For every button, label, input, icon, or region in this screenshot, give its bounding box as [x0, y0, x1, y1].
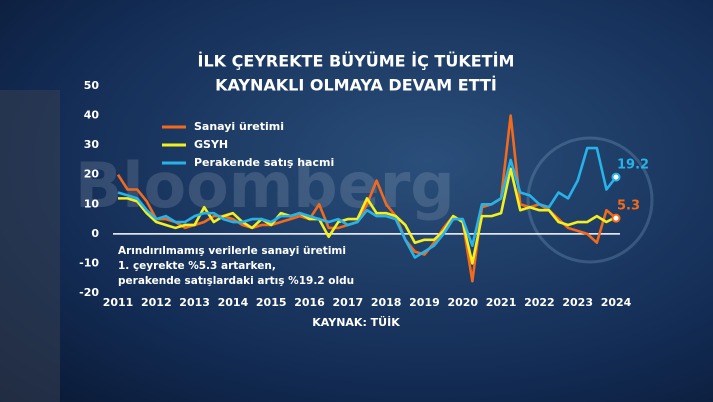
end-value-label: 5.3 — [617, 199, 640, 214]
x-tick-label: 2012 — [141, 296, 172, 309]
background-shape — [0, 90, 60, 402]
y-tick-label: 50 — [84, 79, 100, 92]
end-value-label: 19.2 — [617, 158, 649, 173]
x-tick-label: 2015 — [256, 296, 287, 309]
y-tick-label: 10 — [84, 197, 100, 210]
x-tick-label: 2011 — [103, 296, 134, 309]
x-tick-label: 2021 — [486, 296, 517, 309]
x-tick-label: 2018 — [371, 296, 402, 309]
source: KAYNAK: TÜİK — [312, 315, 400, 329]
y-tick-label: 20 — [84, 168, 100, 181]
legend-label: Perakende satış hacmi — [194, 156, 334, 169]
y-tick-label: 0 — [91, 227, 99, 240]
end-marker — [611, 213, 621, 223]
annotation: 1. çeyrekte %5.3 artarken, — [118, 260, 276, 272]
series-line — [117, 146, 618, 259]
x-tick-label: 2013 — [179, 296, 210, 309]
y-tick-label: 30 — [84, 138, 100, 151]
y-tick-label: -10 — [79, 256, 99, 269]
x-tick-label: 2014 — [218, 296, 249, 309]
x-tick-label: 2016 — [294, 296, 325, 309]
background-ring — [526, 136, 654, 264]
chart-title: KAYNAKLI OLMAYA DEVAM ETTİ — [215, 76, 497, 95]
series-line — [116, 114, 617, 283]
legend-label: GSYH — [194, 138, 228, 151]
annotation: perakende satışlardaki artış %19.2 oldu — [118, 275, 354, 287]
x-tick-label: 2020 — [447, 296, 478, 309]
x-tick-label: 2022 — [524, 296, 555, 309]
end-marker — [611, 172, 621, 182]
chart-title: İLK ÇEYREKTE BÜYÜME İÇ TÜKETİM — [198, 52, 515, 71]
y-tick-label: 40 — [84, 109, 100, 122]
x-tick-label: 2023 — [562, 296, 593, 309]
legend-label: Sanayi üretimi — [194, 120, 284, 133]
y-tick-label: -20 — [79, 286, 99, 299]
annotation: Arındırılmamış verilerle sanayi üretimi — [118, 245, 346, 257]
x-tick-label: 2019 — [409, 296, 440, 309]
x-tick-label: 2024 — [601, 296, 632, 309]
x-tick-label: 2017 — [333, 296, 364, 309]
